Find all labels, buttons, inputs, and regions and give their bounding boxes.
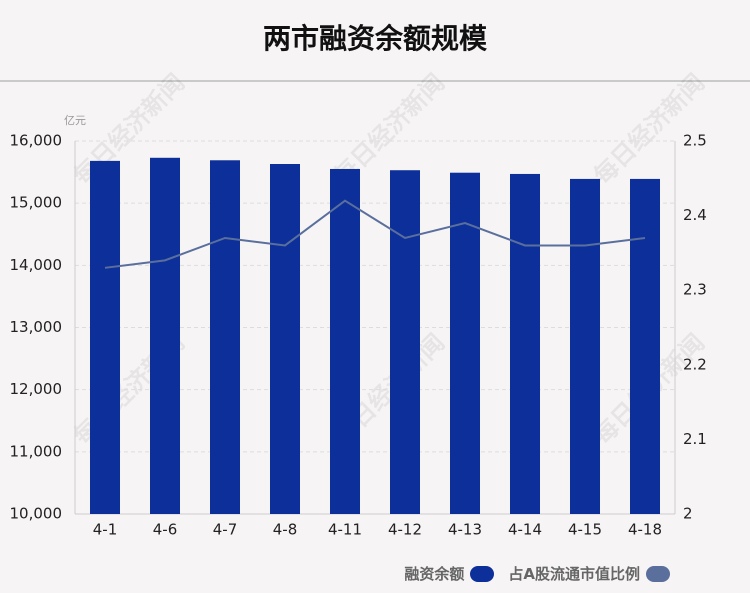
- bar: [510, 173, 540, 514]
- x-tick-label: 4-14: [508, 521, 542, 539]
- bar: [270, 164, 300, 515]
- x-tick-label: 4-15: [568, 521, 602, 539]
- y2-tick-label: 2.3: [683, 281, 707, 299]
- bar: [570, 178, 600, 514]
- x-tick-label: 4-6: [153, 521, 178, 539]
- bar: [150, 157, 180, 514]
- x-tick-label: 4-8: [273, 521, 298, 539]
- y-tick-label: 12,000: [10, 380, 63, 398]
- legend-label: 融资余额: [404, 565, 465, 583]
- legend-swatch: [646, 565, 670, 582]
- y2-tick-label: 2.4: [683, 206, 707, 224]
- x-tick-label: 4-13: [448, 521, 482, 539]
- x-tick-label: 4-1: [93, 521, 118, 539]
- bar: [330, 168, 360, 514]
- y-tick-label: 11,000: [10, 442, 63, 460]
- x-tick-label: 4-12: [388, 521, 422, 539]
- legend: 融资余额 占A股流通市值比例: [404, 563, 684, 584]
- y-tick-label: 13,000: [10, 318, 63, 336]
- line: [104, 199, 646, 269]
- y2-tick-label: 2.2: [683, 355, 707, 373]
- x-tick-label: 4-18: [628, 521, 662, 539]
- x-tick-label: 4-11: [328, 521, 362, 539]
- bar: [390, 170, 420, 515]
- bar: [90, 160, 120, 515]
- y-unit: 亿元: [64, 114, 86, 127]
- y-tick-label: 15,000: [10, 194, 63, 212]
- y2-tick-label: 2.5: [683, 132, 707, 150]
- bar: [630, 178, 660, 514]
- y-tick-label: 16,000: [10, 132, 63, 150]
- watermark: 每日经济新闻: [588, 68, 710, 190]
- y2-tick-label: 2.1: [683, 430, 707, 448]
- y-tick-label: 14,000: [10, 256, 63, 274]
- chart-title: 两市融资余额规模: [263, 22, 488, 55]
- legend-swatch: [470, 565, 495, 582]
- bar: [210, 160, 240, 514]
- x-tick-label: 4-7: [213, 521, 238, 539]
- y2-tick-label: 2: [683, 505, 693, 523]
- legend-label: 占A股流通市值比例: [508, 565, 640, 583]
- bar: [450, 172, 480, 514]
- y-tick-label: 10,000: [10, 505, 63, 523]
